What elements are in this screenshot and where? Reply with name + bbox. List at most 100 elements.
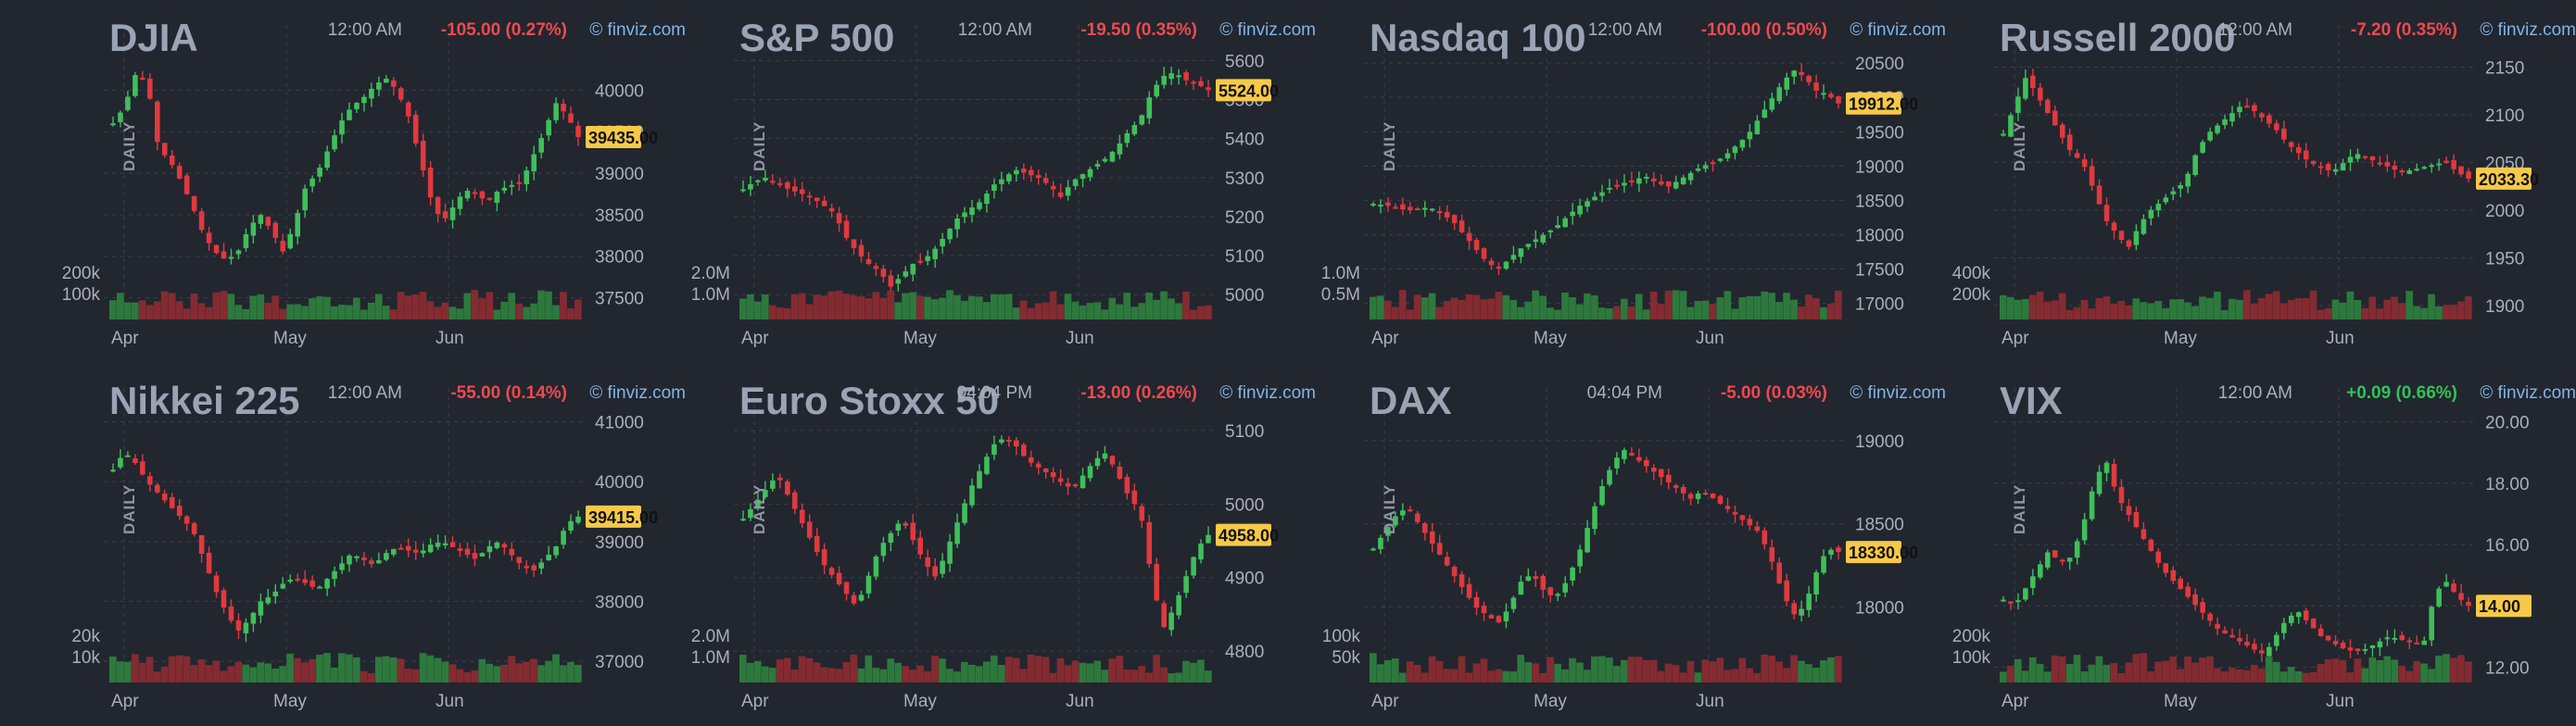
volume-bar — [257, 662, 265, 682]
volume-bar — [1547, 657, 1554, 682]
volume-bar — [411, 669, 420, 682]
chart-panel-4[interactable]: 41000 40000 39000 38000 37000 Apr May Jun 20k 10k… — [56, 368, 686, 720]
volume-bar — [2132, 654, 2140, 682]
chart-panel-1[interactable]: 5600550054005300520051005000AprMayJun2.0… — [686, 5, 1316, 357]
price-tag — [1846, 541, 1901, 564]
candle-body — [2384, 637, 2391, 640]
candle-body — [851, 239, 857, 248]
candle-body — [228, 606, 234, 621]
volume-bar — [1827, 657, 1835, 682]
volume-bar — [2021, 298, 2029, 319]
chart-source[interactable]: © finviz.com — [589, 20, 686, 40]
x-tick-label: May — [1534, 692, 1567, 711]
volume-bar — [753, 660, 762, 682]
volume-bar — [1034, 303, 1042, 319]
candle-body — [836, 572, 842, 585]
candle-body — [1724, 153, 1731, 158]
candle-body — [1525, 576, 1532, 582]
volume-bar — [1524, 301, 1533, 319]
candle-body — [568, 520, 574, 531]
candle-body — [940, 560, 945, 574]
candle-body — [1665, 181, 1672, 187]
candle-body — [2443, 160, 2449, 163]
candle-body — [435, 196, 441, 215]
candle-body — [2466, 601, 2471, 607]
chart-source[interactable]: © finviz.com — [2480, 383, 2576, 403]
volume-bar — [1093, 660, 1102, 682]
candle-body — [991, 444, 997, 456]
chart-panel-0[interactable]: 400003950039000385003800037500AprMayJun2… — [56, 5, 686, 357]
candle-body — [258, 601, 264, 616]
volume-bar — [1421, 297, 1429, 319]
chart-source[interactable]: © finviz.com — [1219, 383, 1316, 403]
price-tag-label: 18330.00 — [1849, 544, 1918, 562]
chart-panel-6[interactable]: 19000 18500 18000 Apr May Jun 100k 50k 18330.00 D… — [1316, 368, 1946, 720]
candle-body — [501, 544, 508, 548]
candle-body — [740, 519, 746, 521]
volume-bar — [887, 658, 895, 682]
candle-body — [1436, 543, 1443, 555]
volume-bar — [1627, 657, 1635, 682]
volume-bar — [523, 661, 530, 682]
candle-body — [524, 170, 530, 184]
candle-body — [947, 541, 953, 564]
candle-body — [110, 123, 116, 126]
chart-source[interactable]: © finviz.com — [589, 383, 686, 403]
volume-bar — [309, 298, 316, 319]
volume-bar — [1042, 657, 1050, 682]
volume-bar — [2073, 307, 2081, 319]
volume-bar — [220, 670, 228, 682]
candle-body — [1429, 531, 1435, 544]
volume-bar — [1561, 292, 1569, 319]
candle-body — [1570, 567, 1575, 581]
price-tag — [1216, 79, 1271, 102]
candle-body — [1168, 73, 1174, 80]
candle-body — [917, 260, 924, 263]
volume-bar — [1694, 672, 1702, 682]
price-tag-label: 19912.00 — [1849, 95, 1918, 114]
volume-bar — [456, 308, 464, 319]
chart-source[interactable]: © finviz.com — [1850, 383, 1946, 403]
chart-source[interactable]: © finviz.com — [1219, 20, 1316, 40]
chart-panel-7[interactable]: 20.00 18.00 16.00 14.00 12.00 Apr May Jun 200k 10… — [1946, 368, 2576, 720]
x-tick-label: Apr — [2001, 692, 2029, 711]
candle-body — [1607, 469, 1612, 485]
candle-body — [2118, 231, 2125, 241]
volume-bar — [1370, 296, 1377, 319]
candle-body — [2200, 602, 2205, 613]
candle-body — [1080, 174, 1086, 180]
price-tag-label: 39415.00 — [588, 508, 658, 527]
candle-body — [977, 202, 982, 209]
candle-body — [1080, 475, 1086, 489]
volume-bar — [500, 664, 509, 682]
candle-body — [2252, 644, 2257, 650]
chart-panel-3[interactable]: 2150 2100 2050 2000 1950 1900 Apr May Jun 400k 200… — [1946, 5, 2576, 357]
candle-body — [509, 184, 515, 187]
volume-bar — [367, 672, 375, 682]
volume-bar — [382, 656, 390, 682]
volume-bar — [242, 308, 250, 319]
candle-body — [1117, 466, 1123, 480]
candle-body — [2170, 570, 2177, 582]
candle-body — [1429, 208, 1435, 211]
candle-body — [2103, 462, 2110, 473]
volume-bar — [842, 294, 851, 319]
volume-bar — [374, 657, 383, 682]
volume-bar — [835, 290, 843, 319]
candle-body — [2399, 170, 2406, 173]
candle-body — [791, 492, 798, 509]
chart-source[interactable]: © finviz.com — [1850, 20, 1946, 40]
candle-body — [369, 88, 374, 99]
volume-bar — [2317, 309, 2325, 319]
chart-change: -55.00 (0.14%) — [450, 383, 567, 403]
chart-panel-5[interactable]: 5100 5000 4900 4800 Apr May Jun 2.0M 1.0M 4958.00… — [686, 368, 1316, 720]
candle-body — [2192, 155, 2198, 175]
y-tick-label: 2100 — [2485, 106, 2524, 126]
x-tick-label: Apr — [741, 692, 769, 711]
volume-bar — [2406, 670, 2413, 682]
chart-panel-2[interactable]: 2050020000195001900018500180001750017000… — [1316, 5, 1946, 357]
chart-source[interactable]: © finviz.com — [2480, 20, 2576, 40]
candle-body — [1473, 596, 1480, 608]
volume-bar — [2073, 655, 2081, 682]
volume-bar — [1753, 672, 1762, 682]
